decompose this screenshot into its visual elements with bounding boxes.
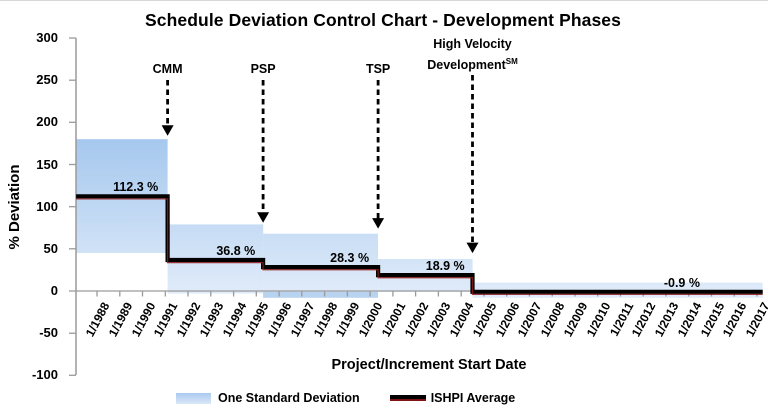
- phase-average-label: -0.9 %: [663, 275, 700, 290]
- legend-line-swatch: [389, 395, 426, 401]
- phase-average-label: 36.8 %: [216, 243, 256, 258]
- annotation-arrowhead: [372, 218, 385, 229]
- y-tick-label: 300: [36, 30, 58, 45]
- legend: One Standard Deviation ISHPI Average: [176, 391, 515, 405]
- annotation-label: High Velocity DevelopmentSM: [398, 36, 548, 74]
- annotation-label: PSP: [188, 61, 338, 78]
- annotation-label-line: CMM: [152, 62, 183, 76]
- legend-band-swatch: [176, 392, 211, 404]
- y-tick-label: 150: [36, 156, 58, 172]
- annotation-label-line: TSP: [365, 62, 391, 76]
- ishpi-average-line-shadow: [76, 198, 763, 296]
- legend-band-label: One Standard Deviation: [218, 391, 360, 405]
- y-tick-label: 200: [36, 114, 58, 130]
- annotation-label: CMM: [93, 61, 243, 78]
- annotation-label-line: PSP: [250, 62, 276, 76]
- annotation-arrowhead: [161, 125, 174, 136]
- std-dev-band-below-axis: [263, 291, 378, 298]
- y-tick-label: 50: [43, 240, 58, 256]
- annotation-arrowhead: [257, 212, 270, 223]
- y-tick-label: 0: [50, 283, 58, 298]
- annotation-arrowhead: [466, 242, 479, 254]
- y-tick-label: -100: [31, 367, 58, 383]
- legend-line-label: ISHPI Average: [430, 391, 516, 405]
- phase-average-label: 112.3 %: [113, 180, 159, 195]
- x-axis-title: Project/Increment Start Date: [331, 357, 527, 373]
- y-tick-label: 100: [36, 198, 58, 214]
- annotation-servicemark: SM: [505, 57, 518, 66]
- annotation-label-line: High Velocity: [433, 37, 512, 51]
- chart-title: Schedule Deviation Control Chart - Devel…: [145, 10, 621, 30]
- y-tick-label: -50: [39, 325, 58, 341]
- phase-average-label: 28.3 %: [330, 251, 370, 266]
- phase-average-label: 18.9 %: [425, 259, 465, 274]
- annotation-label: TSP: [303, 61, 453, 78]
- y-tick-label: 250: [36, 72, 58, 88]
- annotation-label-line: Development: [427, 58, 506, 73]
